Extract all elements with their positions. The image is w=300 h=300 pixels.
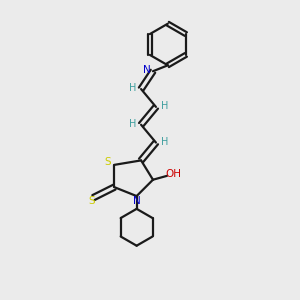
Text: H: H (129, 119, 136, 129)
Text: S: S (104, 158, 111, 167)
Text: OH: OH (166, 169, 182, 179)
Text: N: N (133, 196, 140, 206)
Text: H: H (129, 83, 136, 94)
Text: H: H (160, 101, 168, 111)
Text: H: H (160, 137, 168, 147)
Text: N: N (142, 65, 150, 75)
Text: S: S (89, 196, 95, 206)
